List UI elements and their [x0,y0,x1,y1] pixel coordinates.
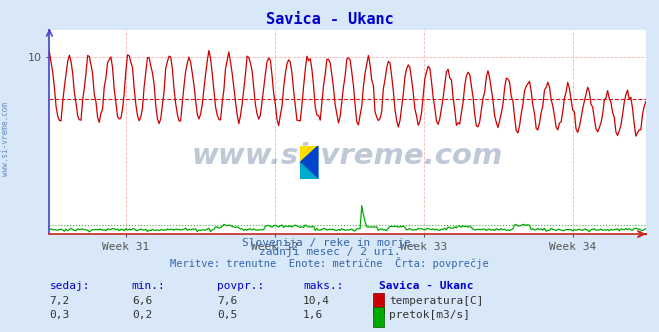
Text: maks.:: maks.: [303,281,343,290]
Text: sedaj:: sedaj: [49,281,90,290]
Text: Savica - Ukanc: Savica - Ukanc [266,12,393,27]
Text: pretok[m3/s]: pretok[m3/s] [389,310,471,320]
Text: 1,6: 1,6 [303,310,324,320]
Polygon shape [300,146,318,163]
Text: 7,6: 7,6 [217,296,238,306]
Text: 0,3: 0,3 [49,310,70,320]
Text: temperatura[C]: temperatura[C] [389,296,484,306]
Text: www.si-vreme.com: www.si-vreme.com [192,142,503,170]
Text: 6,6: 6,6 [132,296,152,306]
Text: min.:: min.: [132,281,165,290]
Text: 0,5: 0,5 [217,310,238,320]
Text: zadnji mesec / 2 uri.: zadnji mesec / 2 uri. [258,247,401,257]
Text: 0,2: 0,2 [132,310,152,320]
Polygon shape [300,146,318,179]
Text: povpr.:: povpr.: [217,281,265,290]
Text: Savica - Ukanc: Savica - Ukanc [379,281,473,290]
Text: Slovenija / reke in morje.: Slovenija / reke in morje. [242,238,417,248]
Text: 10,4: 10,4 [303,296,330,306]
Text: Meritve: trenutne  Enote: metrične  Črta: povprečje: Meritve: trenutne Enote: metrične Črta: … [170,257,489,269]
Polygon shape [300,163,318,179]
Text: www.si-vreme.com: www.si-vreme.com [1,103,10,176]
Text: 7,2: 7,2 [49,296,70,306]
